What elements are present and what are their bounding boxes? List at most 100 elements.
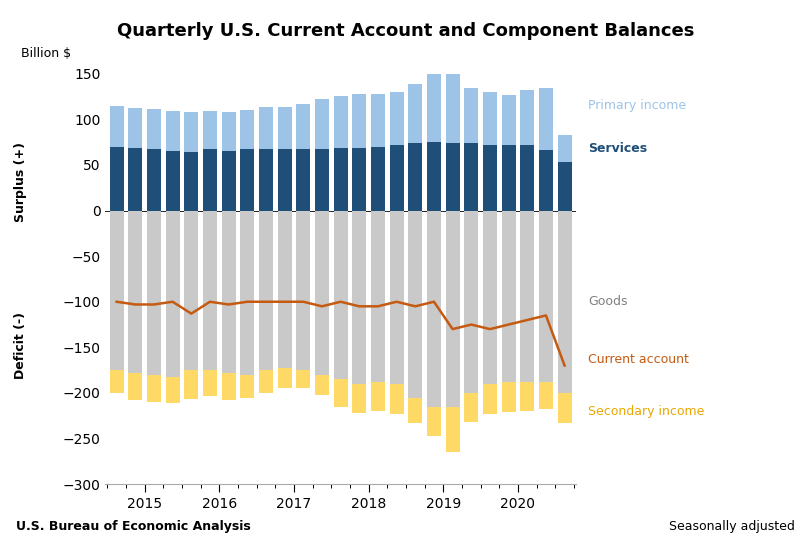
- Bar: [240, 210, 255, 375]
- Bar: [408, 84, 423, 143]
- Bar: [333, 379, 348, 407]
- Bar: [558, 162, 572, 210]
- Bar: [221, 373, 236, 400]
- Bar: [371, 382, 385, 411]
- Bar: [502, 95, 516, 145]
- Bar: [259, 107, 273, 150]
- Bar: [203, 150, 217, 210]
- Bar: [221, 151, 236, 210]
- Bar: [240, 375, 255, 398]
- Bar: [389, 92, 404, 145]
- Bar: [558, 135, 572, 162]
- Bar: [427, 142, 441, 210]
- Text: U.S. Bureau of Economic Analysis: U.S. Bureau of Economic Analysis: [16, 520, 251, 533]
- Bar: [427, 74, 441, 142]
- Bar: [277, 108, 292, 150]
- Bar: [539, 88, 553, 150]
- Bar: [240, 150, 255, 210]
- Text: Secondary income: Secondary income: [588, 405, 704, 417]
- Bar: [408, 398, 423, 423]
- Bar: [483, 384, 497, 414]
- Text: Services: Services: [588, 142, 647, 155]
- Bar: [445, 74, 460, 143]
- Bar: [389, 384, 404, 414]
- Bar: [184, 370, 199, 399]
- Bar: [521, 90, 534, 145]
- Bar: [558, 393, 572, 423]
- Text: Surplus (+): Surplus (+): [15, 142, 28, 222]
- Bar: [389, 145, 404, 210]
- Bar: [184, 210, 199, 370]
- Bar: [464, 210, 478, 393]
- Bar: [521, 145, 534, 210]
- Bar: [483, 210, 497, 384]
- Bar: [464, 143, 478, 210]
- Bar: [502, 145, 516, 210]
- Bar: [277, 369, 292, 388]
- Bar: [259, 150, 273, 210]
- Bar: [445, 407, 460, 452]
- Bar: [333, 96, 348, 148]
- Bar: [408, 143, 423, 210]
- Bar: [277, 150, 292, 210]
- Bar: [147, 150, 161, 210]
- Bar: [371, 147, 385, 210]
- Bar: [427, 210, 441, 407]
- Bar: [296, 210, 311, 370]
- Bar: [371, 94, 385, 147]
- Bar: [109, 210, 123, 370]
- Bar: [389, 210, 404, 384]
- Bar: [109, 370, 123, 393]
- Bar: [352, 210, 367, 384]
- Bar: [333, 148, 348, 210]
- Bar: [445, 143, 460, 210]
- Bar: [464, 393, 478, 422]
- Bar: [539, 150, 553, 210]
- Bar: [464, 88, 478, 143]
- Bar: [427, 407, 441, 436]
- Bar: [221, 112, 236, 151]
- Text: Seasonally adjusted: Seasonally adjusted: [669, 520, 795, 533]
- Bar: [352, 94, 367, 148]
- Bar: [558, 210, 572, 393]
- Bar: [109, 105, 123, 147]
- Text: Billion $: Billion $: [21, 47, 71, 60]
- Bar: [296, 370, 311, 388]
- Bar: [147, 210, 161, 375]
- Bar: [259, 370, 273, 393]
- Bar: [165, 378, 179, 403]
- Bar: [483, 92, 497, 145]
- Bar: [165, 210, 179, 378]
- Bar: [502, 382, 516, 412]
- Bar: [203, 370, 217, 396]
- Bar: [539, 210, 553, 382]
- Bar: [277, 210, 292, 369]
- Bar: [445, 210, 460, 407]
- Bar: [184, 152, 199, 210]
- Bar: [128, 210, 142, 373]
- Bar: [315, 150, 329, 210]
- Bar: [128, 373, 142, 400]
- Bar: [352, 148, 367, 210]
- Text: Goods: Goods: [588, 295, 628, 308]
- Bar: [128, 108, 142, 148]
- Bar: [165, 151, 179, 210]
- Bar: [147, 109, 161, 150]
- Bar: [184, 112, 199, 152]
- Bar: [521, 382, 534, 411]
- Bar: [128, 148, 142, 210]
- Text: Quarterly U.S. Current Account and Component Balances: Quarterly U.S. Current Account and Compo…: [117, 22, 694, 39]
- Bar: [296, 150, 311, 210]
- Bar: [333, 210, 348, 379]
- Bar: [502, 210, 516, 382]
- Text: Current account: Current account: [588, 353, 689, 366]
- Bar: [408, 210, 423, 398]
- Text: Primary income: Primary income: [588, 99, 686, 112]
- Bar: [521, 210, 534, 382]
- Bar: [539, 382, 553, 409]
- Bar: [315, 99, 329, 150]
- Bar: [259, 210, 273, 370]
- Text: Deficit (-): Deficit (-): [15, 312, 28, 379]
- Bar: [203, 210, 217, 370]
- Bar: [240, 110, 255, 150]
